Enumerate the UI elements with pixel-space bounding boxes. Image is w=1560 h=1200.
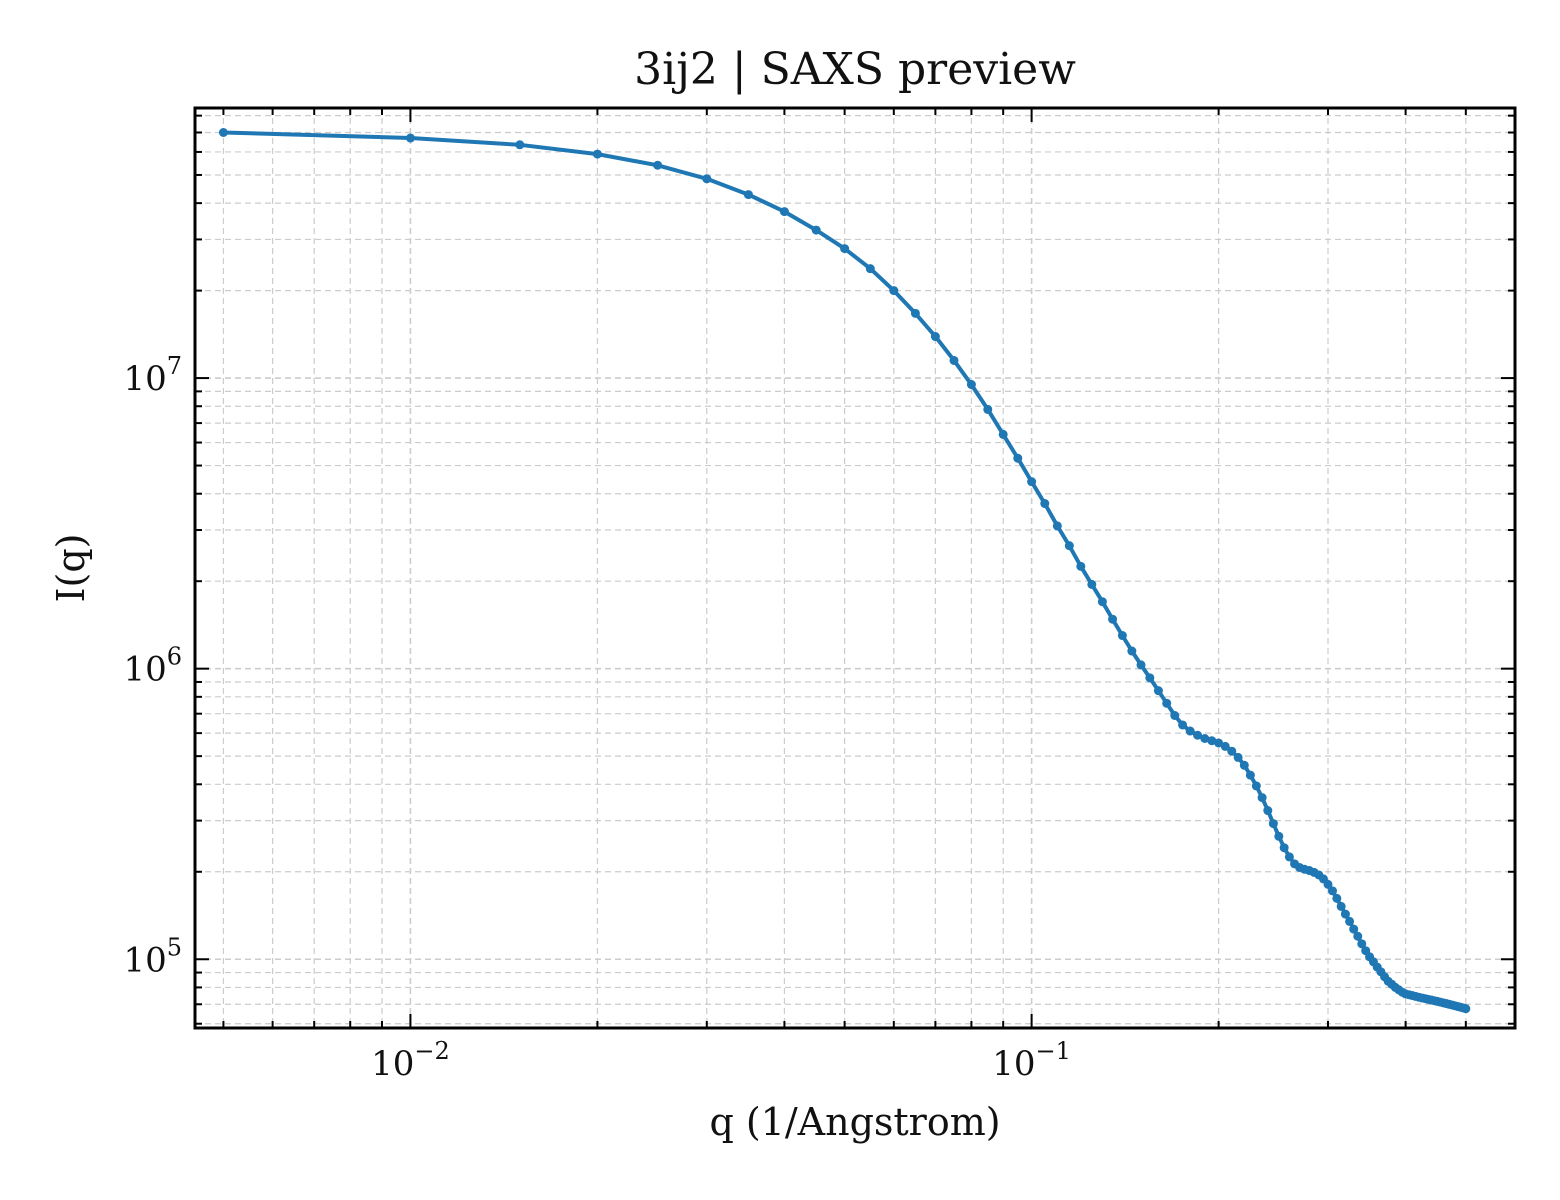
data-point: [702, 174, 712, 184]
data-point: [1013, 453, 1023, 463]
data-point: [1193, 730, 1203, 740]
data-point: [1340, 909, 1350, 919]
data-point: [910, 308, 920, 318]
data-point: [405, 133, 415, 143]
data-point: [983, 404, 993, 414]
data-point: [1162, 698, 1172, 708]
data-point: [1257, 793, 1267, 803]
y-tick-label: 107: [123, 352, 182, 399]
chart-title: 3ij2 | SAXS preview: [634, 44, 1076, 95]
data-point: [1097, 597, 1107, 607]
x-tick-label: 10−1: [992, 1037, 1071, 1084]
series-layer: [218, 128, 1471, 1014]
data-point: [1263, 806, 1273, 816]
ticks: 10−2 10−1 105 106 107: [123, 108, 1515, 1084]
data-point: [1336, 901, 1346, 911]
data-point: [1220, 741, 1230, 751]
data-point: [840, 244, 850, 254]
data-point: [1153, 686, 1163, 696]
data-point: [1274, 831, 1284, 841]
data-point: [1200, 734, 1210, 744]
data-point: [1268, 819, 1278, 829]
data-point: [1040, 499, 1050, 509]
data-point: [1349, 924, 1359, 934]
data-point: [998, 429, 1008, 439]
data-point: [1136, 660, 1146, 670]
y-axis-label: I(q): [49, 534, 93, 603]
data-point: [1461, 1004, 1471, 1014]
data-point: [1064, 541, 1074, 551]
data-point: [930, 332, 940, 342]
data-point: [1345, 916, 1355, 926]
x-tick-label: 10−2: [371, 1037, 450, 1084]
data-point: [1323, 879, 1333, 889]
data-point: [865, 264, 875, 274]
data-point: [743, 190, 753, 200]
data-point: [1145, 673, 1155, 683]
data-point: [1245, 770, 1255, 780]
data-point: [1117, 631, 1127, 641]
data-point: [1214, 738, 1224, 748]
data-point: [811, 225, 821, 235]
data-point: [1108, 614, 1118, 624]
data-point: [966, 380, 976, 390]
data-point: [1185, 726, 1195, 736]
data-point: [1087, 579, 1097, 589]
data-point: [1027, 477, 1037, 487]
data-point: [1127, 646, 1137, 656]
data-point: [1076, 561, 1086, 571]
data-point: [1052, 521, 1062, 531]
data-point: [1207, 736, 1217, 746]
data-point: [1357, 939, 1367, 949]
data-point: [1170, 710, 1180, 720]
data-point: [1332, 893, 1342, 903]
grid: [195, 108, 1515, 1028]
data-point: [1279, 843, 1289, 853]
data-point: [1327, 886, 1337, 896]
x-axis-label: q (1/Angstrom): [709, 1100, 1000, 1144]
data-point: [1178, 720, 1188, 730]
data-point: [1239, 760, 1249, 770]
data-point: [515, 140, 525, 150]
data-point: [592, 149, 602, 159]
data-point: [1251, 781, 1261, 791]
data-point: [779, 207, 789, 217]
data-point: [889, 286, 899, 296]
data-point: [1227, 746, 1237, 756]
y-tick-label: 106: [123, 643, 182, 690]
data-point: [949, 355, 959, 365]
data-point: [218, 128, 228, 138]
data-point: [1353, 931, 1363, 941]
data-point: [1233, 752, 1243, 762]
data-point: [1284, 852, 1294, 862]
y-tick-label: 105: [123, 933, 182, 980]
data-point: [653, 160, 663, 170]
plot-frame: [193, 106, 1517, 1030]
